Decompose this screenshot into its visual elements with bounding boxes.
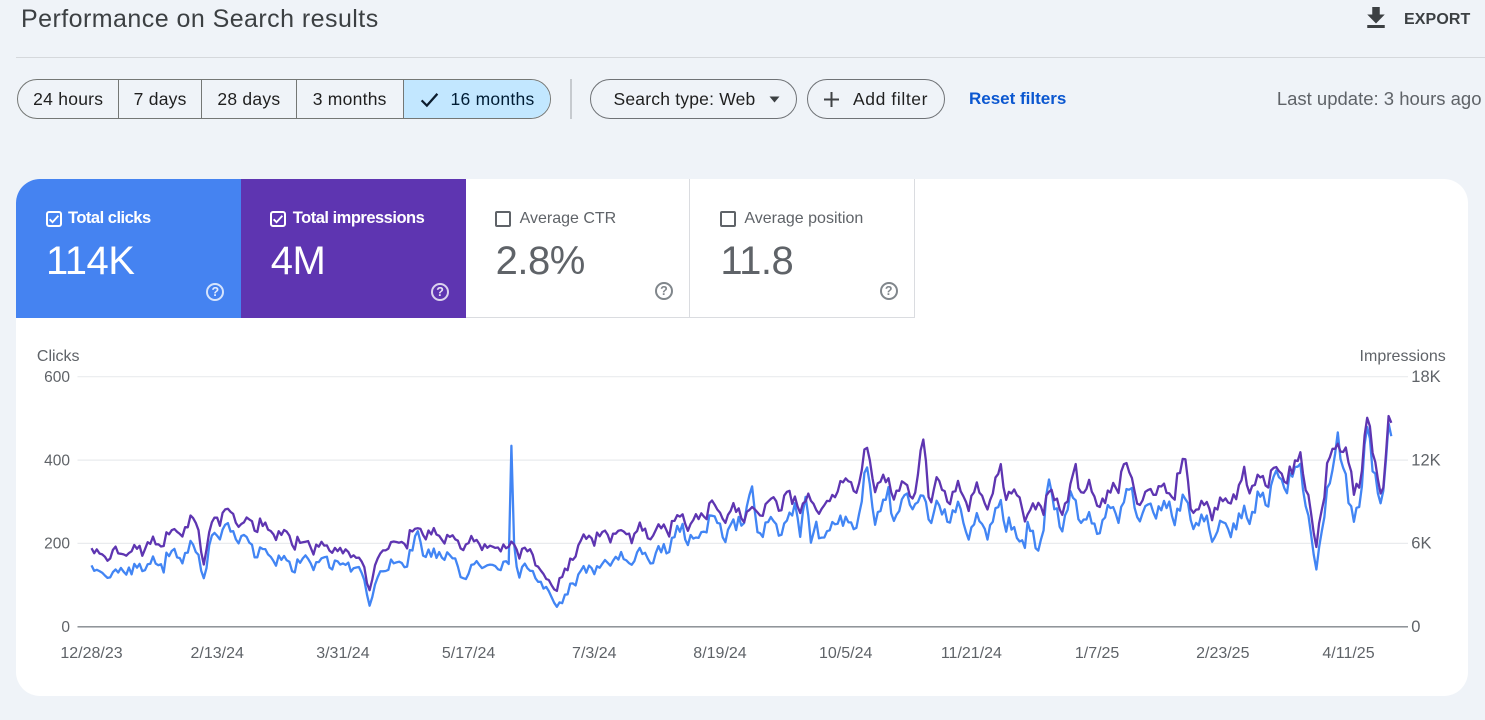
svg-text:18K: 18K <box>1411 368 1440 386</box>
svg-text:0: 0 <box>1411 618 1420 636</box>
svg-text:7/3/24: 7/3/24 <box>572 645 617 662</box>
svg-text:Impressions: Impressions <box>1360 348 1446 365</box>
svg-text:4/11/25: 4/11/25 <box>1322 645 1374 662</box>
svg-text:6K: 6K <box>1411 535 1431 553</box>
svg-text:Clicks: Clicks <box>37 348 80 365</box>
svg-text:3/31/24: 3/31/24 <box>316 645 369 662</box>
svg-text:1/7/25: 1/7/25 <box>1075 645 1120 662</box>
svg-text:400: 400 <box>44 452 70 469</box>
svg-text:0: 0 <box>61 619 70 636</box>
svg-text:2/23/25: 2/23/25 <box>1196 645 1249 662</box>
svg-text:8/19/24: 8/19/24 <box>693 645 746 662</box>
svg-text:2/13/24: 2/13/24 <box>191 645 244 662</box>
svg-text:5/17/24: 5/17/24 <box>442 645 495 662</box>
svg-text:10/5/24: 10/5/24 <box>819 645 872 662</box>
svg-text:600: 600 <box>44 369 70 386</box>
svg-text:12K: 12K <box>1411 451 1440 469</box>
svg-text:11/21/24: 11/21/24 <box>941 645 1002 662</box>
svg-text:12/28/23: 12/28/23 <box>60 645 122 662</box>
svg-text:200: 200 <box>44 536 70 553</box>
